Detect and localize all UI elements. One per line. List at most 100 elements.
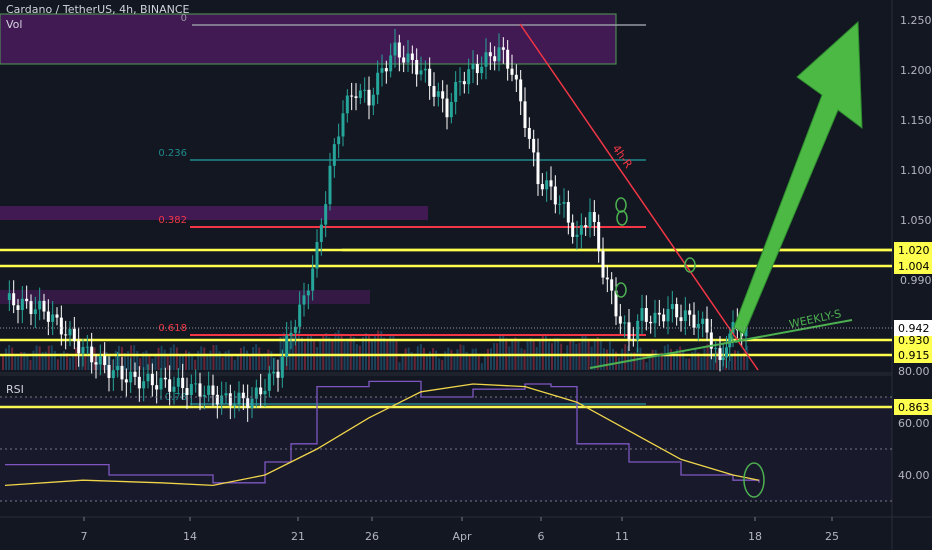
candle-body xyxy=(519,79,523,102)
date-tick-label: 25 xyxy=(825,530,839,543)
volume-bar xyxy=(23,351,26,370)
candle-body xyxy=(64,334,68,336)
volume-bar xyxy=(200,346,203,370)
volume-bar xyxy=(654,349,657,370)
candle-body xyxy=(42,300,46,312)
candle-body xyxy=(181,377,185,389)
volume-bar xyxy=(685,358,688,370)
volume-bar xyxy=(273,357,276,370)
level-badge-label: 0.915 xyxy=(898,349,930,362)
volume-bar xyxy=(669,348,672,370)
volume-bar xyxy=(544,335,547,370)
volume-bar xyxy=(93,347,96,370)
volume-bar xyxy=(203,347,206,370)
volume-bar xyxy=(108,355,111,370)
price-tick-label: 1.050 xyxy=(900,214,932,227)
candle-body xyxy=(137,376,141,389)
volume-bar xyxy=(410,352,413,370)
candle-body xyxy=(480,66,484,74)
volume-bar xyxy=(535,347,538,370)
volume-bar xyxy=(682,349,685,370)
candle-body xyxy=(488,52,492,57)
candle-body xyxy=(631,339,635,341)
candle-body xyxy=(272,371,276,374)
candle-body xyxy=(562,202,566,204)
volume-bar xyxy=(17,356,20,370)
candle-body xyxy=(103,355,107,366)
rsi-pane-bg xyxy=(0,376,892,514)
volume-bar xyxy=(181,354,184,370)
volume-bar xyxy=(648,355,651,370)
candle-body xyxy=(77,341,81,354)
volume-bars xyxy=(2,330,749,370)
volume-bar xyxy=(419,344,422,370)
candle-body xyxy=(116,365,120,371)
volume-bar xyxy=(139,358,142,370)
volume-bar xyxy=(56,359,59,370)
rsi-ma-line xyxy=(4,383,760,487)
volume-bar xyxy=(633,352,636,370)
price-tick-label: 1.100 xyxy=(900,164,932,177)
volume-bar xyxy=(706,344,709,370)
volume-bar xyxy=(236,354,239,370)
candle-body xyxy=(575,234,579,237)
candle-body xyxy=(146,373,150,382)
volume-bar xyxy=(490,348,492,370)
supply-zone-mid xyxy=(0,206,428,220)
volume-bar xyxy=(563,353,566,370)
volume-bar xyxy=(465,351,468,370)
volume-bar xyxy=(212,345,215,370)
candle-body xyxy=(714,348,718,350)
candle-body xyxy=(85,346,89,348)
candle-body xyxy=(740,330,744,337)
volume-bar xyxy=(337,330,340,370)
candle-body xyxy=(228,393,232,406)
current-price-badge xyxy=(894,320,932,336)
volume-bar xyxy=(163,349,166,370)
volume-bar xyxy=(660,352,663,370)
volume-bar xyxy=(111,359,114,370)
volume-bar xyxy=(666,344,669,370)
candle-body xyxy=(202,394,206,397)
volume-bar xyxy=(364,333,367,370)
candle-body xyxy=(653,312,657,324)
volume-bar xyxy=(255,344,258,370)
candle-body xyxy=(493,56,497,62)
candle-body xyxy=(367,89,371,106)
volume-bar xyxy=(432,348,435,370)
candle-body xyxy=(705,318,709,333)
rsi-tick-label: 80.00 xyxy=(898,365,930,378)
candle-body xyxy=(649,321,653,324)
volume-bar xyxy=(224,351,227,370)
candle-body xyxy=(207,385,211,395)
candle-body xyxy=(233,404,237,406)
volume-bar xyxy=(78,345,81,370)
volume-bar xyxy=(407,347,410,370)
volume-bar xyxy=(194,359,197,370)
candle-body xyxy=(605,277,609,280)
volume-bar xyxy=(602,348,605,370)
candle-body xyxy=(662,314,666,322)
candle-body xyxy=(721,357,725,361)
volume-bar xyxy=(642,353,645,370)
volume-bar xyxy=(438,358,441,370)
volume-bar xyxy=(413,353,416,370)
candle-body xyxy=(415,59,419,75)
candle-body xyxy=(259,387,263,395)
candle-body xyxy=(211,385,215,395)
candle-body xyxy=(51,314,55,322)
candle-body xyxy=(458,81,462,83)
candle-body xyxy=(445,98,449,118)
candle-body xyxy=(514,74,518,80)
volume-bar xyxy=(584,334,587,370)
candle-body xyxy=(215,394,219,405)
rsi-tick-label: 40.00 xyxy=(898,469,930,482)
touch-marker xyxy=(615,197,627,213)
candle-body xyxy=(432,86,436,97)
candle-body xyxy=(371,94,375,106)
candle-body xyxy=(536,152,540,185)
volume-bar xyxy=(429,351,431,370)
volume-bar xyxy=(645,362,648,370)
